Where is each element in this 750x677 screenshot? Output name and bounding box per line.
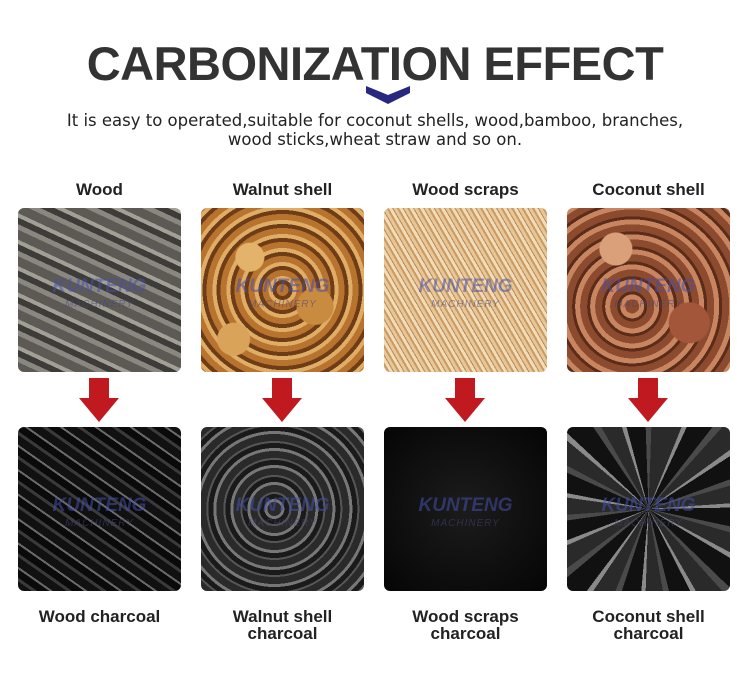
walnut-shell-photo: KUNTENG MACHINERY bbox=[201, 208, 364, 372]
walnut-shell-charcoal-photo: KUNTENG MACHINERY bbox=[201, 427, 364, 591]
watermark: KUNTENG MACHINERY bbox=[418, 495, 513, 529]
wood-scraps-charcoal-photo: KUNTENG MACHINERY bbox=[384, 427, 547, 591]
raw-label: Wood bbox=[76, 180, 123, 199]
wood-charcoal-photo: KUNTENG MACHINERY bbox=[18, 427, 181, 591]
coconut-shell-photo: KUNTENG MACHINERY bbox=[567, 208, 730, 372]
charcoal-label: Walnut shell charcoal bbox=[232, 607, 333, 643]
charcoal-label: Wood charcoal bbox=[38, 607, 161, 626]
arrow-down-icon bbox=[628, 378, 668, 422]
arrow-down-icon bbox=[262, 378, 302, 422]
raw-label: Coconut shell bbox=[592, 180, 705, 199]
subtitle-line-2: wood sticks,wheat straw and so on. bbox=[227, 130, 523, 149]
page-title: CARBONIZATION EFFECT bbox=[86, 37, 664, 90]
watermark: KUNTENG MACHINERY bbox=[601, 276, 696, 310]
arrow-down-icon bbox=[79, 378, 119, 422]
wood-photo: KUNTENG MACHINERY bbox=[18, 208, 181, 372]
wood-scraps-photo: KUNTENG MACHINERY bbox=[384, 208, 547, 372]
raw-label: Walnut shell bbox=[232, 180, 333, 199]
subtitle: It is easy to operated,suitable for coco… bbox=[0, 111, 750, 149]
arrow-down-icon bbox=[445, 378, 485, 422]
watermark: KUNTENG MACHINERY bbox=[418, 276, 513, 310]
charcoal-label: Wood scraps charcoal bbox=[412, 607, 519, 643]
watermark: KUNTENG MACHINERY bbox=[52, 495, 147, 529]
raw-label: Wood scraps bbox=[412, 180, 519, 199]
chevron-down-icon bbox=[366, 86, 410, 104]
watermark: KUNTENG MACHINERY bbox=[52, 276, 147, 310]
subtitle-line-1: It is easy to operated,suitable for coco… bbox=[66, 111, 684, 130]
watermark: KUNTENG MACHINERY bbox=[235, 495, 330, 529]
charcoal-label: Coconut shell charcoal bbox=[592, 607, 705, 643]
watermark: KUNTENG MACHINERY bbox=[235, 276, 330, 310]
watermark: KUNTENG MACHINERY bbox=[601, 495, 696, 529]
coconut-shell-charcoal-photo: KUNTENG MACHINERY bbox=[567, 427, 730, 591]
